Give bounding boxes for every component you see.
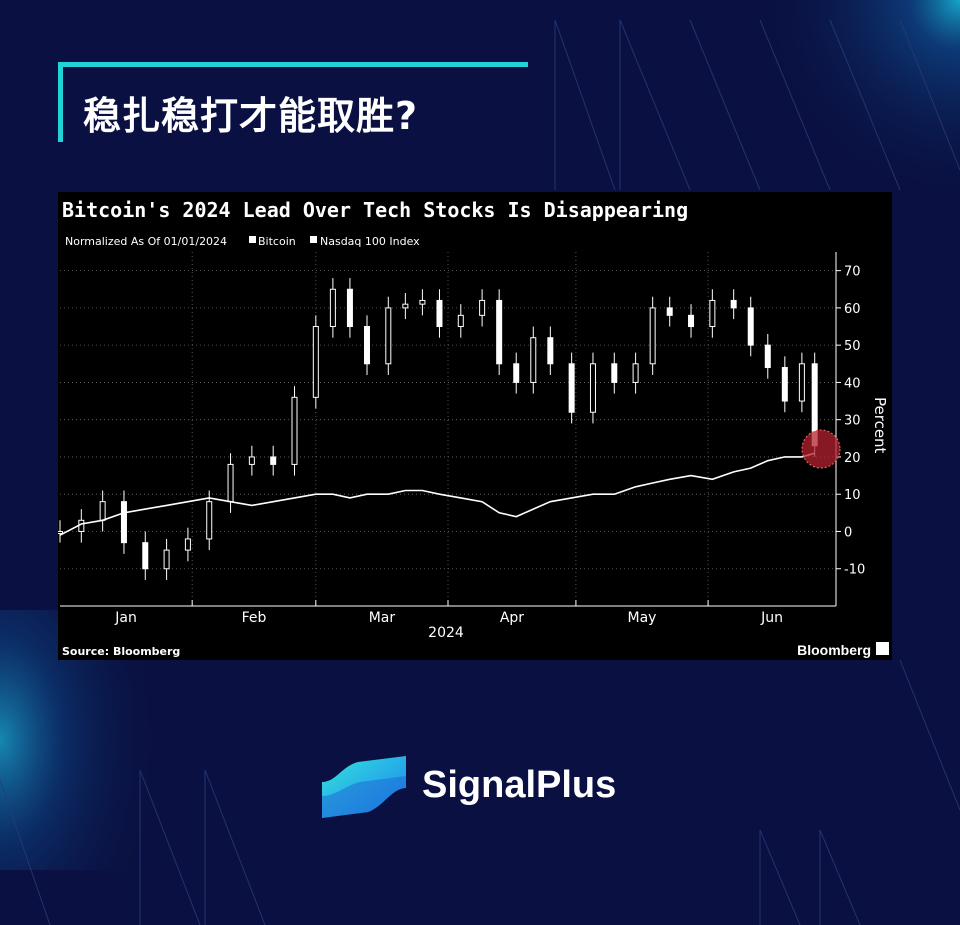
bitcoin-candle-body <box>649 307 656 365</box>
bitcoin-candle-body <box>436 299 443 328</box>
legend-label-nasdaq: Nasdaq 100 Index <box>320 235 420 248</box>
chart-panel: Bitcoin's 2024 Lead Over Tech Stocks Is … <box>58 192 892 660</box>
y-tick-label: 20 <box>844 451 861 466</box>
y-tick-label: 60 <box>844 302 861 317</box>
bitcoin-candle-body <box>457 314 464 328</box>
bitcoin-candle-body <box>312 326 319 398</box>
series-nasdaq-line <box>59 452 815 536</box>
bitcoin-candle-body <box>632 363 639 383</box>
bitcoin-candle-body <box>248 456 255 465</box>
bitcoin-candle-body <box>747 307 754 346</box>
chart: Bitcoin's 2024 Lead Over Tech Stocks Is … <box>58 198 889 658</box>
bitcoin-candle-body <box>78 519 85 532</box>
bloomberg-watermark: Bloomberg <box>797 642 871 658</box>
bitcoin-candle-body <box>568 363 575 413</box>
bitcoin-candle-body <box>206 501 213 540</box>
chart-grid <box>60 252 837 606</box>
bitcoin-candle-body <box>530 337 537 383</box>
bitcoin-candle-body <box>764 344 771 369</box>
brand: SignalPlus <box>322 756 652 822</box>
y-tick-label: 50 <box>844 339 861 354</box>
x-axis-year-label: 2024 <box>428 625 464 641</box>
y-tick-label: 0 <box>844 525 852 540</box>
y-tick-label: -10 <box>844 563 865 578</box>
chart-title: Bitcoin's 2024 Lead Over Tech Stocks Is … <box>62 198 688 222</box>
bitcoin-candle-body <box>419 299 426 305</box>
legend-label-bitcoin: Bitcoin <box>258 235 296 248</box>
y-axis-ticks: -10 0 10 20 30 40 50 60 70 <box>836 265 865 578</box>
legend-swatch-nasdaq <box>310 236 317 243</box>
x-axis-ticks: Jan Feb Mar Apr May Jun <box>114 600 837 626</box>
headline-box: 稳扎稳打才能取胜? <box>58 62 528 142</box>
bitcoin-candle-body <box>402 303 409 309</box>
bitcoin-candle-body <box>163 549 170 570</box>
bitcoin-candle-body <box>385 307 392 365</box>
bitcoin-candle-body <box>99 501 106 521</box>
chart-source: Source: Bloomberg <box>62 645 180 658</box>
bitcoin-candle-body <box>798 363 805 402</box>
bitcoin-candle-body <box>513 363 520 383</box>
headline-title: 稳扎稳打才能取胜? <box>83 94 419 138</box>
bitcoin-candle-body <box>363 326 370 365</box>
signalplus-logo-icon <box>322 756 406 818</box>
bitcoin-candle-body <box>120 501 127 544</box>
y-tick-label: 70 <box>844 265 861 280</box>
bitcoin-candle-body <box>730 299 737 309</box>
x-tick-label: May <box>628 610 657 626</box>
bitcoin-candle-body <box>479 299 486 316</box>
bitcoin-candle-body <box>329 288 336 328</box>
series-bitcoin <box>58 278 818 580</box>
bitcoin-candle-body <box>291 396 298 465</box>
bitcoin-candle-body <box>709 299 716 328</box>
y-tick-label: 30 <box>844 414 861 429</box>
x-tick-label: Mar <box>369 610 396 626</box>
y-tick-label: 10 <box>844 488 861 503</box>
bloomberg-watermark-icon <box>876 642 889 655</box>
bitcoin-candle-body <box>781 367 788 402</box>
brand-name: SignalPlus <box>422 764 617 806</box>
x-tick-label: Jan <box>114 610 137 626</box>
bitcoin-candle-body <box>346 288 353 328</box>
legend-swatch-bitcoin <box>249 236 256 243</box>
x-tick-label: Feb <box>242 610 267 626</box>
highlight-circle <box>801 429 841 469</box>
bitcoin-candle-body <box>666 307 673 316</box>
bitcoin-candle-body <box>227 463 234 503</box>
bitcoin-candle-body <box>184 538 191 551</box>
chart-subtitle: Normalized As Of 01/01/2024 <box>65 235 227 248</box>
y-axis-label: Percent <box>871 397 889 454</box>
bitcoin-candle-body <box>688 314 695 328</box>
bitcoin-candle-body <box>142 542 149 570</box>
x-tick-label: Jun <box>760 610 783 626</box>
bitcoin-candle-body <box>589 363 596 413</box>
bitcoin-candle-body <box>611 363 618 383</box>
bitcoin-candle-body <box>547 337 554 365</box>
bitcoin-candle-body <box>496 299 503 365</box>
bitcoin-candle-body <box>58 530 63 534</box>
bitcoin-candle-body <box>270 456 277 465</box>
y-tick-label: 40 <box>844 376 861 391</box>
x-tick-label: Apr <box>500 610 524 626</box>
